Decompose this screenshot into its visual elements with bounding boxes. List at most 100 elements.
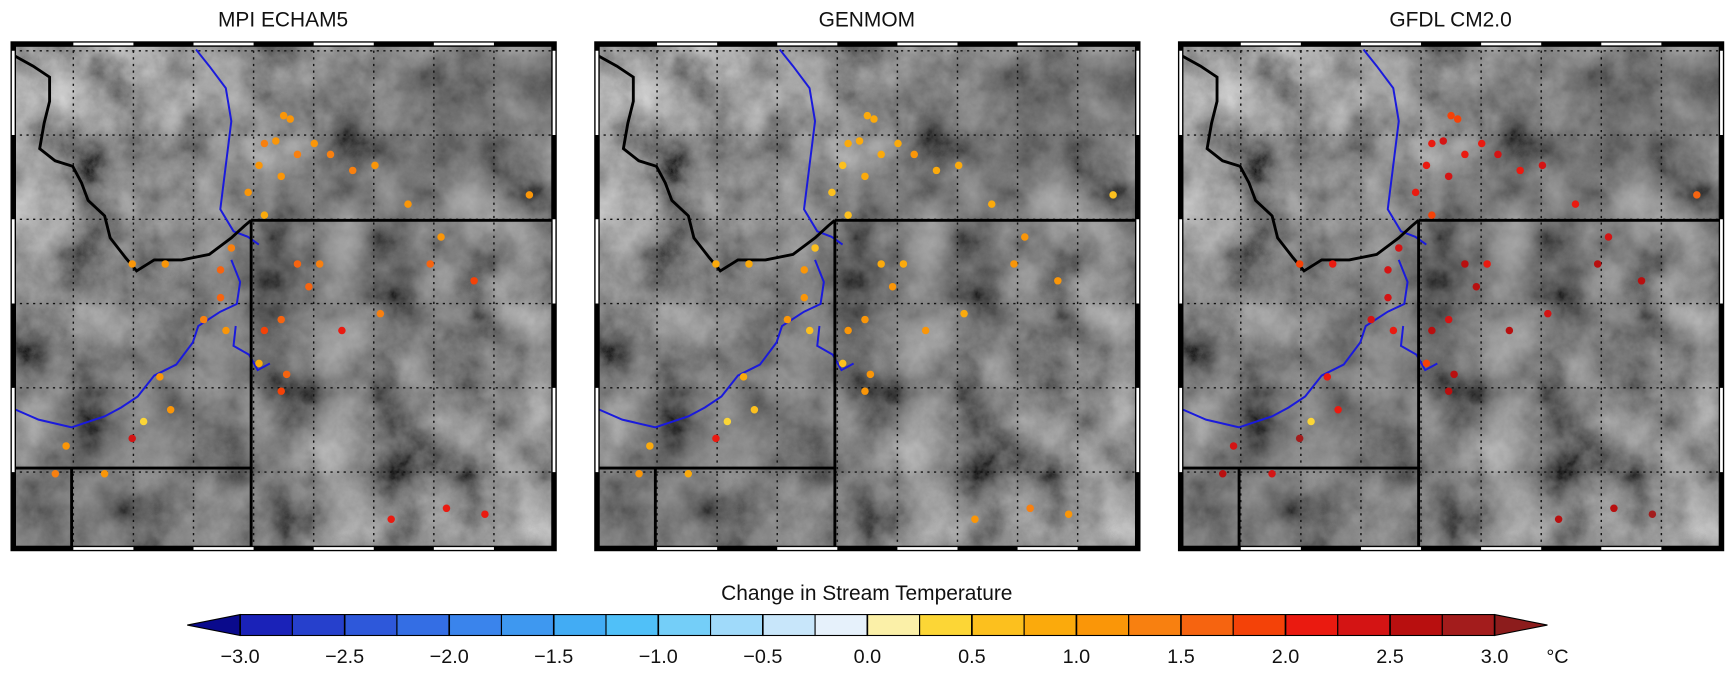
colorbar-segment (711, 615, 763, 636)
site (1329, 260, 1336, 267)
site (162, 260, 169, 267)
colorbar-segment (240, 615, 292, 636)
colorbar-tick-label: 0.0 (854, 646, 882, 668)
colorbar-segment (606, 615, 658, 636)
site (371, 162, 378, 169)
site (1021, 233, 1028, 240)
site (311, 140, 318, 147)
site (1428, 140, 1435, 147)
site (1334, 406, 1341, 413)
site (1324, 373, 1331, 380)
site (1572, 200, 1579, 207)
site (712, 435, 719, 442)
site (1384, 266, 1391, 273)
panel-title: GENMOM (819, 8, 915, 31)
site (1649, 510, 1656, 517)
colorbar-segment (501, 615, 553, 636)
site (971, 516, 978, 523)
terrain-shade (597, 44, 1138, 548)
site (62, 442, 69, 449)
colorbar-tick-label: −2.0 (430, 646, 469, 668)
site (861, 387, 868, 394)
site (740, 373, 747, 380)
site (1367, 316, 1374, 323)
site (217, 294, 224, 301)
map-panel: MPI ECHAM5 (13, 8, 554, 548)
colorbar-tick-label: −1.0 (639, 646, 678, 668)
site (910, 151, 917, 158)
site (261, 140, 268, 147)
site (526, 191, 533, 198)
site (1230, 442, 1237, 449)
site (280, 112, 287, 119)
colorbar-segment (1338, 615, 1390, 636)
site (1478, 140, 1485, 147)
site (894, 140, 901, 147)
site (1610, 505, 1617, 512)
site (1296, 260, 1303, 267)
site (261, 211, 268, 218)
site (426, 260, 433, 267)
site (933, 167, 940, 174)
colorbar-tick-label: 3.0 (1481, 646, 1509, 668)
site (856, 137, 863, 144)
site (200, 316, 207, 323)
site (338, 327, 345, 334)
site (1440, 137, 1447, 144)
site (1555, 516, 1562, 523)
figure: MPI ECHAM5GENMOMGFDL CM2.0 Change in Str… (0, 0, 1727, 678)
site (1473, 283, 1480, 290)
terrain-shade (13, 44, 554, 548)
colorbar-segment (1233, 615, 1285, 636)
colorbar-tick-label: −1.5 (534, 646, 573, 668)
site (922, 327, 929, 334)
colorbar-tick-label: −0.5 (743, 646, 782, 668)
colorbar-tick-label: 0.5 (958, 646, 986, 668)
site (988, 200, 995, 207)
site (1395, 244, 1402, 251)
site (470, 277, 477, 284)
site (437, 233, 444, 240)
site (877, 151, 884, 158)
colorbar-segment (1076, 615, 1128, 636)
site (481, 510, 488, 517)
site (1445, 387, 1452, 394)
site (1428, 327, 1435, 334)
site (955, 162, 962, 169)
site (316, 260, 323, 267)
colorbar-segment (658, 615, 710, 636)
colorbar-segment (867, 615, 919, 636)
colorbar-segment (972, 615, 1024, 636)
site (1390, 327, 1397, 334)
site (52, 470, 59, 477)
site (1638, 277, 1645, 284)
site (1026, 505, 1033, 512)
site (635, 470, 642, 477)
site (870, 115, 877, 122)
site (261, 327, 268, 334)
site (1594, 260, 1601, 267)
site (1461, 151, 1468, 158)
site (801, 294, 808, 301)
site (861, 316, 868, 323)
site (228, 244, 235, 251)
site (156, 373, 163, 380)
site (864, 112, 871, 119)
site (1461, 260, 1468, 267)
page: { "panels": [ {"title": "MPI ECHAM5", "v… (0, 0, 1727, 678)
site (387, 516, 394, 523)
site (349, 167, 356, 174)
map-panel: GENMOM (597, 8, 1138, 548)
site (839, 360, 846, 367)
site (294, 151, 301, 158)
site (861, 173, 868, 180)
site (1065, 510, 1072, 517)
site (222, 327, 229, 334)
site (377, 310, 384, 317)
colorbar-title: Change in Stream Temperature (721, 582, 1012, 605)
site (1445, 316, 1452, 323)
site (1454, 115, 1461, 122)
site (1423, 360, 1430, 367)
colorbar-segment (1390, 615, 1442, 636)
site (277, 387, 284, 394)
